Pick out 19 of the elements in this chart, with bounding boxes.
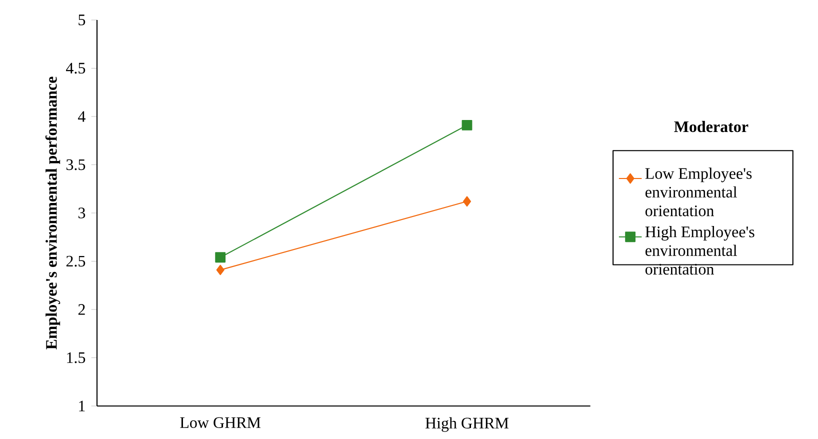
y-tick-label: 4.5 xyxy=(66,62,86,74)
y-tick-label: 2.5 xyxy=(66,256,86,267)
legend-label: Low Employee's environmental orientation xyxy=(645,168,752,216)
legend-label: High Employee's environmental orientation xyxy=(645,226,754,275)
y-tick-label: 4 xyxy=(78,111,86,122)
point xyxy=(216,264,224,276)
point xyxy=(215,252,226,263)
y-tick-label: 1 xyxy=(79,400,85,412)
y-tick-label: 5 xyxy=(78,14,86,26)
y-tick-label: 3.5 xyxy=(66,159,86,170)
x-tick-label: Low GHRM xyxy=(180,417,261,428)
legend-title: Moderator xyxy=(674,120,748,132)
y-tick-label: 3 xyxy=(78,208,86,218)
y-tick-label: 1.5 xyxy=(67,352,86,364)
y-tick-label: 2 xyxy=(78,304,85,315)
y-axis-title: Employee's environmental performance xyxy=(45,76,60,350)
x-tick-label: High GHRM xyxy=(425,417,509,432)
point xyxy=(462,196,472,207)
point xyxy=(462,120,472,130)
